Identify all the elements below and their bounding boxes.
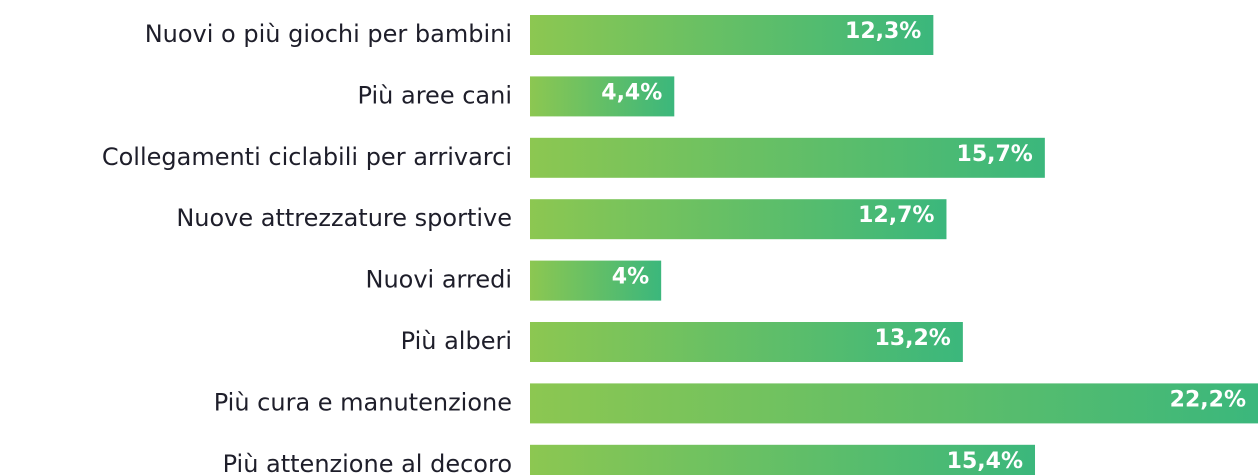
value-label: 15,7%	[957, 142, 1033, 167]
value-label: 12,3%	[845, 19, 921, 44]
category-label: Nuove attrezzature sportive	[176, 204, 512, 232]
category-label: Collegamenti ciclabili per arrivarci	[102, 143, 512, 171]
value-label: 4,4%	[601, 80, 662, 105]
category-label: Nuovi arredi	[365, 266, 512, 294]
bar	[530, 15, 934, 55]
value-label: 15,4%	[947, 449, 1023, 474]
bar	[530, 137, 1045, 178]
value-label: 22,2%	[1170, 387, 1246, 412]
category-label: Più attenzione al decoro	[223, 450, 512, 475]
bar	[530, 322, 963, 362]
category-label: Nuovi o più giochi per bambini	[145, 20, 512, 48]
category-label: Più aree cani	[358, 81, 512, 109]
category-label: Più cura e manutenzione	[214, 388, 512, 416]
value-label: 13,2%	[875, 326, 951, 351]
bar	[530, 260, 662, 301]
bar	[530, 383, 1258, 424]
value-label: 4%	[612, 265, 649, 290]
bar	[530, 444, 1036, 475]
category-label: Più alberi	[401, 327, 512, 355]
bar	[530, 76, 675, 117]
value-label: 12,7%	[858, 203, 934, 228]
bar	[530, 199, 947, 240]
